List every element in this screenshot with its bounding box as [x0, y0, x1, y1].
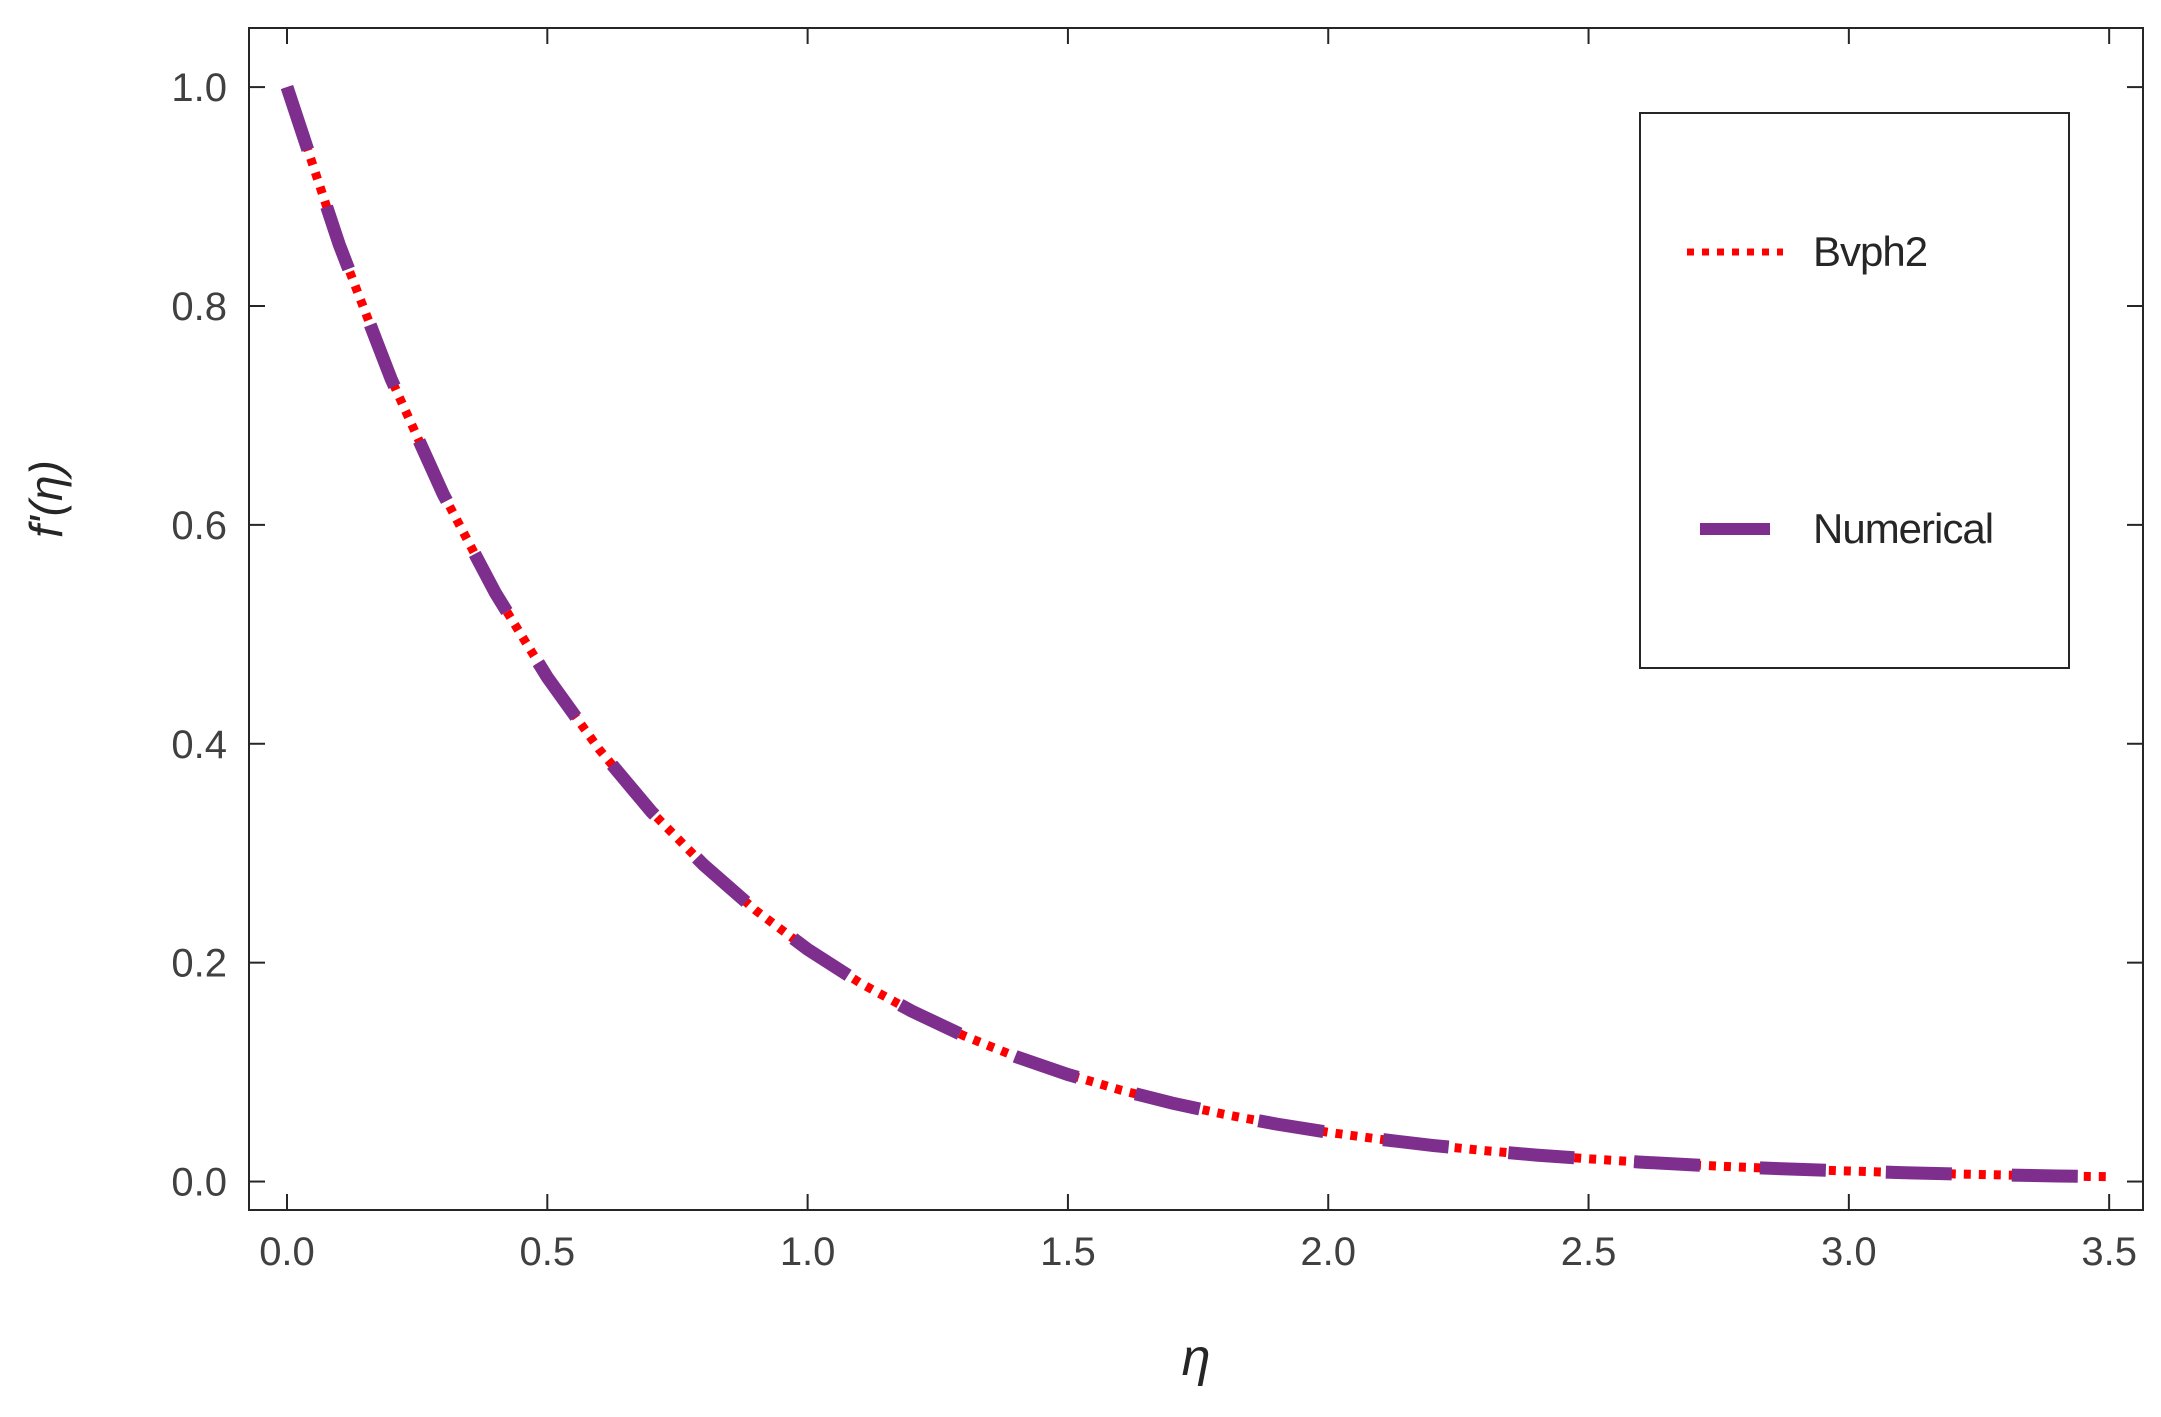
x-tick-label: 2.5 [1561, 1230, 1617, 1274]
y-tick-label: 0.6 [171, 504, 227, 548]
legend-entry-bvph2: Bvph2 [1685, 228, 2068, 276]
x-tick-label: 3.0 [1821, 1230, 1877, 1274]
legend-label-bvph2: Bvph2 [1813, 228, 1928, 276]
x-tick-label: 0.5 [520, 1230, 576, 1274]
x-tick-label: 3.5 [2081, 1230, 2137, 1274]
x-tick-label: 0.0 [259, 1230, 315, 1274]
x-tick-label: 1.0 [780, 1230, 836, 1274]
y-tick-label: 0.2 [171, 942, 227, 986]
y-axis-label: f'(η) [20, 460, 72, 538]
series-numerical-curve [280, 85, 2110, 1184]
y-tick-label: 0.4 [171, 723, 227, 767]
y-tick-label: 0.0 [171, 1161, 227, 1205]
bvph2-dotted-line-icon [1687, 248, 1783, 256]
x-tick-label: 1.5 [1040, 1230, 1096, 1274]
y-tick-label: 0.8 [171, 285, 227, 329]
x-tick-label: 2.0 [1300, 1230, 1356, 1274]
numerical-dashed-line-icon [1700, 522, 1770, 535]
legend-label-numerical: Numerical [1813, 504, 1994, 552]
legend: Bvph2 Numerical [1639, 112, 2070, 669]
y-tick-label: 1.0 [171, 66, 227, 110]
legend-entry-numerical: Numerical [1685, 505, 2068, 553]
x-axis-label: η [1182, 1329, 1211, 1387]
plot-frame [248, 27, 2144, 1211]
